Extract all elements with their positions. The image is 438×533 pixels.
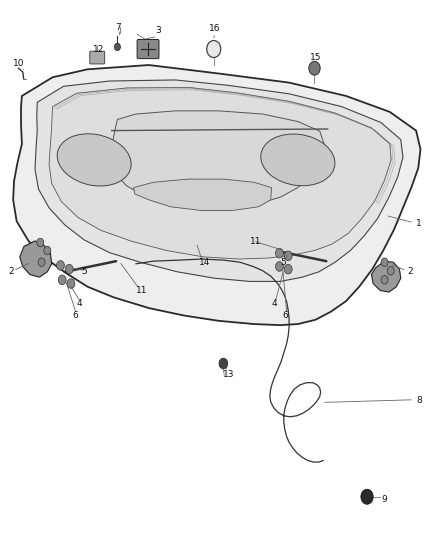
Polygon shape: [49, 87, 391, 259]
Ellipse shape: [261, 134, 335, 186]
Text: 5: 5: [280, 258, 286, 266]
Circle shape: [284, 264, 292, 274]
Circle shape: [65, 264, 73, 274]
Circle shape: [44, 246, 51, 255]
Text: 16: 16: [209, 25, 220, 33]
Ellipse shape: [57, 134, 131, 186]
Text: 7: 7: [115, 23, 121, 32]
Text: 3: 3: [155, 27, 161, 35]
Circle shape: [114, 43, 120, 51]
Text: 15: 15: [310, 53, 321, 62]
Polygon shape: [371, 261, 401, 292]
Text: 12: 12: [93, 45, 104, 53]
Polygon shape: [13, 65, 420, 325]
Circle shape: [381, 276, 388, 284]
Circle shape: [38, 258, 45, 266]
Text: 14: 14: [199, 258, 211, 266]
Circle shape: [276, 248, 283, 258]
Text: 10: 10: [13, 60, 24, 68]
Circle shape: [58, 275, 66, 285]
Text: 2: 2: [407, 268, 413, 276]
Text: 9: 9: [381, 496, 387, 504]
Polygon shape: [112, 111, 324, 208]
Circle shape: [57, 261, 64, 270]
Text: 1: 1: [416, 220, 422, 228]
Polygon shape: [134, 179, 272, 211]
Text: 5: 5: [81, 268, 87, 276]
Circle shape: [276, 262, 283, 271]
Text: 11: 11: [250, 238, 261, 246]
Text: 2: 2: [9, 268, 14, 276]
Text: 8: 8: [416, 397, 422, 405]
Polygon shape: [20, 241, 52, 277]
Text: 4: 4: [272, 300, 277, 308]
Circle shape: [381, 258, 388, 266]
Circle shape: [284, 251, 292, 261]
Circle shape: [309, 61, 320, 75]
FancyBboxPatch shape: [90, 51, 105, 64]
Text: 11: 11: [136, 286, 147, 295]
Text: 4: 4: [77, 300, 82, 308]
Polygon shape: [35, 80, 403, 281]
Circle shape: [207, 41, 221, 58]
Circle shape: [387, 266, 394, 275]
Text: 6: 6: [283, 311, 288, 320]
FancyBboxPatch shape: [137, 39, 159, 59]
Circle shape: [67, 279, 75, 288]
Text: 6: 6: [72, 311, 78, 320]
Circle shape: [219, 358, 228, 369]
Text: 13: 13: [223, 370, 235, 378]
Circle shape: [361, 489, 373, 504]
Circle shape: [37, 238, 44, 247]
